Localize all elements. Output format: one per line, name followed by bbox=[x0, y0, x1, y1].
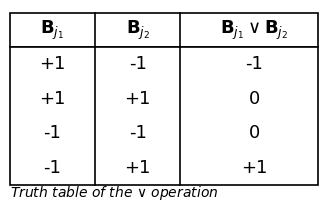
Text: +1: +1 bbox=[39, 55, 66, 74]
Text: +1: +1 bbox=[125, 159, 151, 177]
Text: $\mathbf{B}_{j_1}$: $\mathbf{B}_{j_1}$ bbox=[40, 18, 65, 42]
Text: $\mathbf{B}_{j_1} \vee \mathbf{B}_{j_2}$: $\mathbf{B}_{j_1} \vee \mathbf{B}_{j_2}$ bbox=[220, 18, 288, 42]
Text: $\mathbf{B}_{j_2}$: $\mathbf{B}_{j_2}$ bbox=[126, 18, 150, 42]
Text: -1: -1 bbox=[44, 159, 61, 177]
Text: +1: +1 bbox=[241, 159, 267, 177]
Text: Truth table of the $\vee$ operation: Truth table of the $\vee$ operation bbox=[10, 184, 218, 202]
Text: 0: 0 bbox=[249, 90, 260, 108]
Text: 0: 0 bbox=[249, 124, 260, 142]
Text: -1: -1 bbox=[129, 55, 147, 74]
Text: +1: +1 bbox=[39, 90, 66, 108]
Text: -1: -1 bbox=[44, 124, 61, 142]
Bar bbox=[10, 13, 318, 47]
Text: +1: +1 bbox=[125, 90, 151, 108]
Text: -1: -1 bbox=[129, 124, 147, 142]
Bar bbox=[10, 47, 318, 185]
Text: -1: -1 bbox=[245, 55, 263, 74]
